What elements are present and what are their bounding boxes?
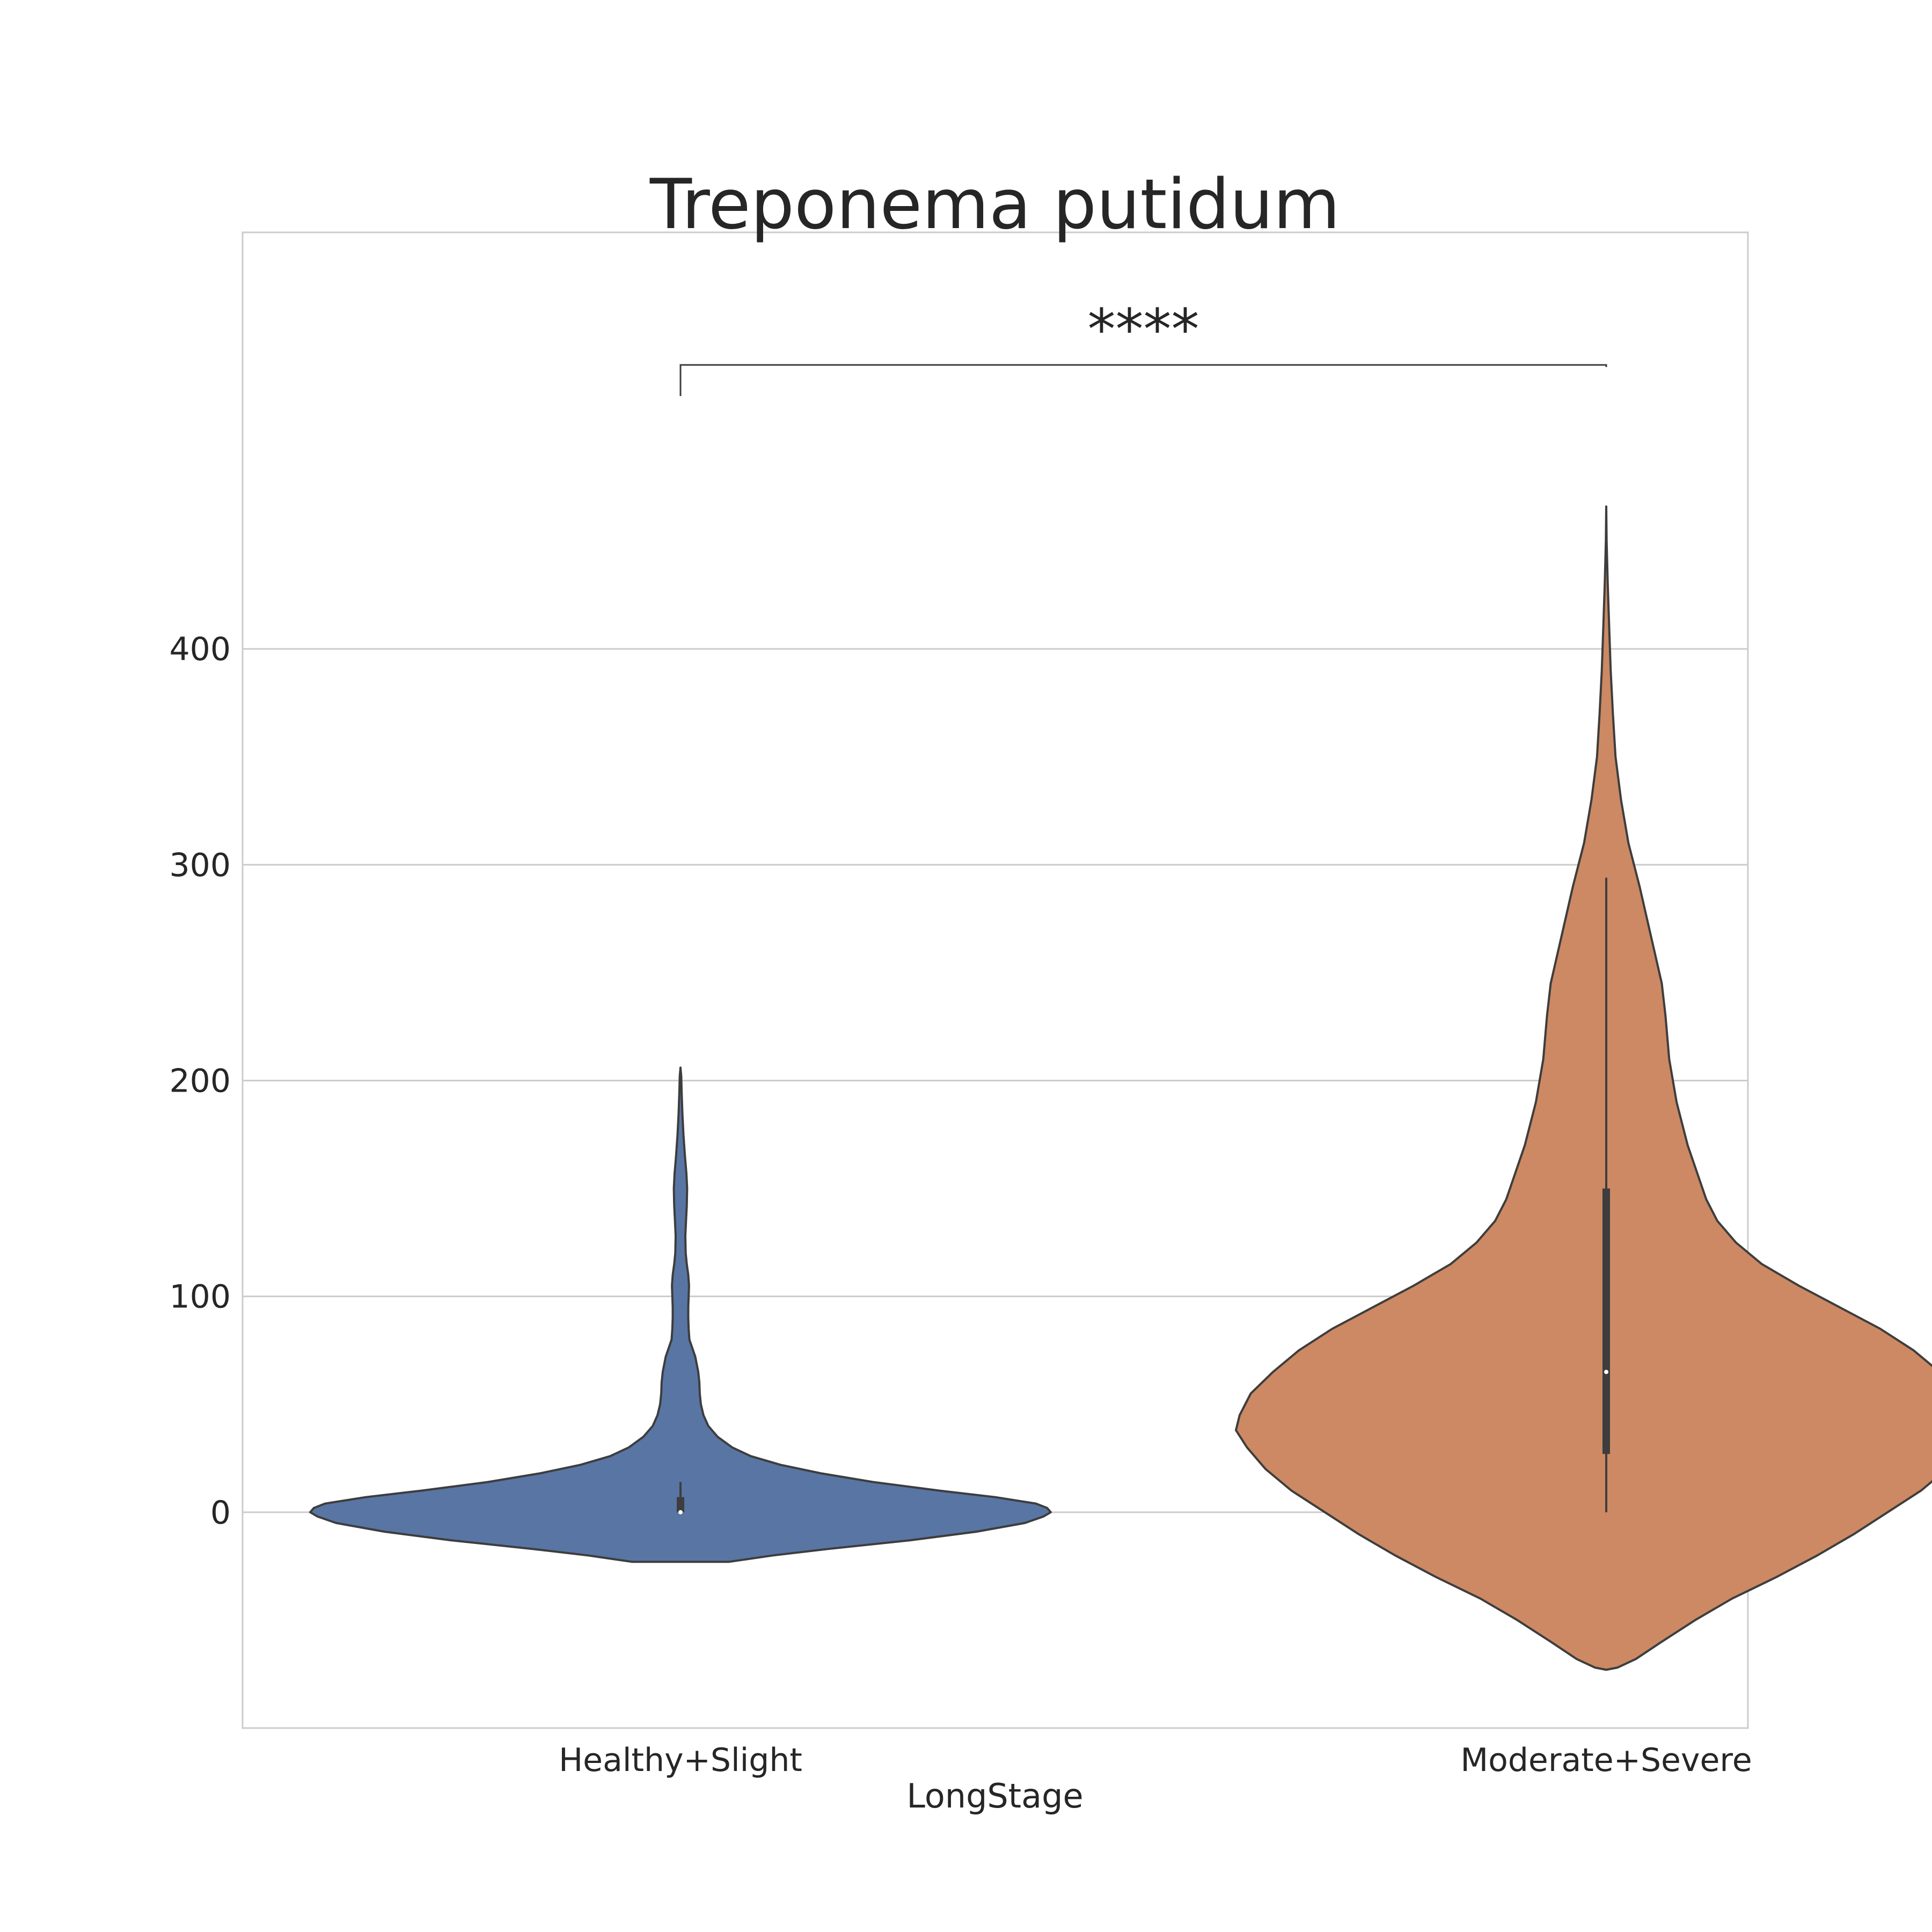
box-plots xyxy=(677,877,1610,1514)
violins xyxy=(309,505,1932,1671)
y-tick-label-200: 200 xyxy=(169,1063,231,1100)
significance-label-0: **** xyxy=(1088,297,1199,362)
y-tick-label-300: 300 xyxy=(169,846,231,884)
plot-frame xyxy=(241,231,1749,1729)
x-tick-labels: Healthy+Slight Moderate+Severe xyxy=(559,1741,1752,1779)
median-dot-0 xyxy=(678,1510,683,1514)
violin-0 xyxy=(309,1066,1052,1563)
y-tick-label-100: 100 xyxy=(169,1278,231,1316)
significance-annotations: **** xyxy=(679,297,1607,396)
chart-title: Treponema putidum xyxy=(649,165,1340,245)
iqr-box-0 xyxy=(677,1497,684,1512)
y-tick-labels: 0 100 200 300 400 xyxy=(169,631,231,1532)
significance-bracket-0 xyxy=(679,364,1607,396)
iqr-box-1 xyxy=(1602,1188,1610,1454)
median-dot-1 xyxy=(1604,1370,1608,1374)
x-axis-label: LongStage xyxy=(906,1776,1083,1816)
x-tick-label-0: Healthy+Slight xyxy=(559,1741,802,1779)
y-tick-label-400: 400 xyxy=(169,631,231,668)
violin-1 xyxy=(1235,505,1932,1671)
x-tick-label-1: Moderate+Severe xyxy=(1460,1741,1752,1779)
y-tick-label-0: 0 xyxy=(210,1494,231,1532)
